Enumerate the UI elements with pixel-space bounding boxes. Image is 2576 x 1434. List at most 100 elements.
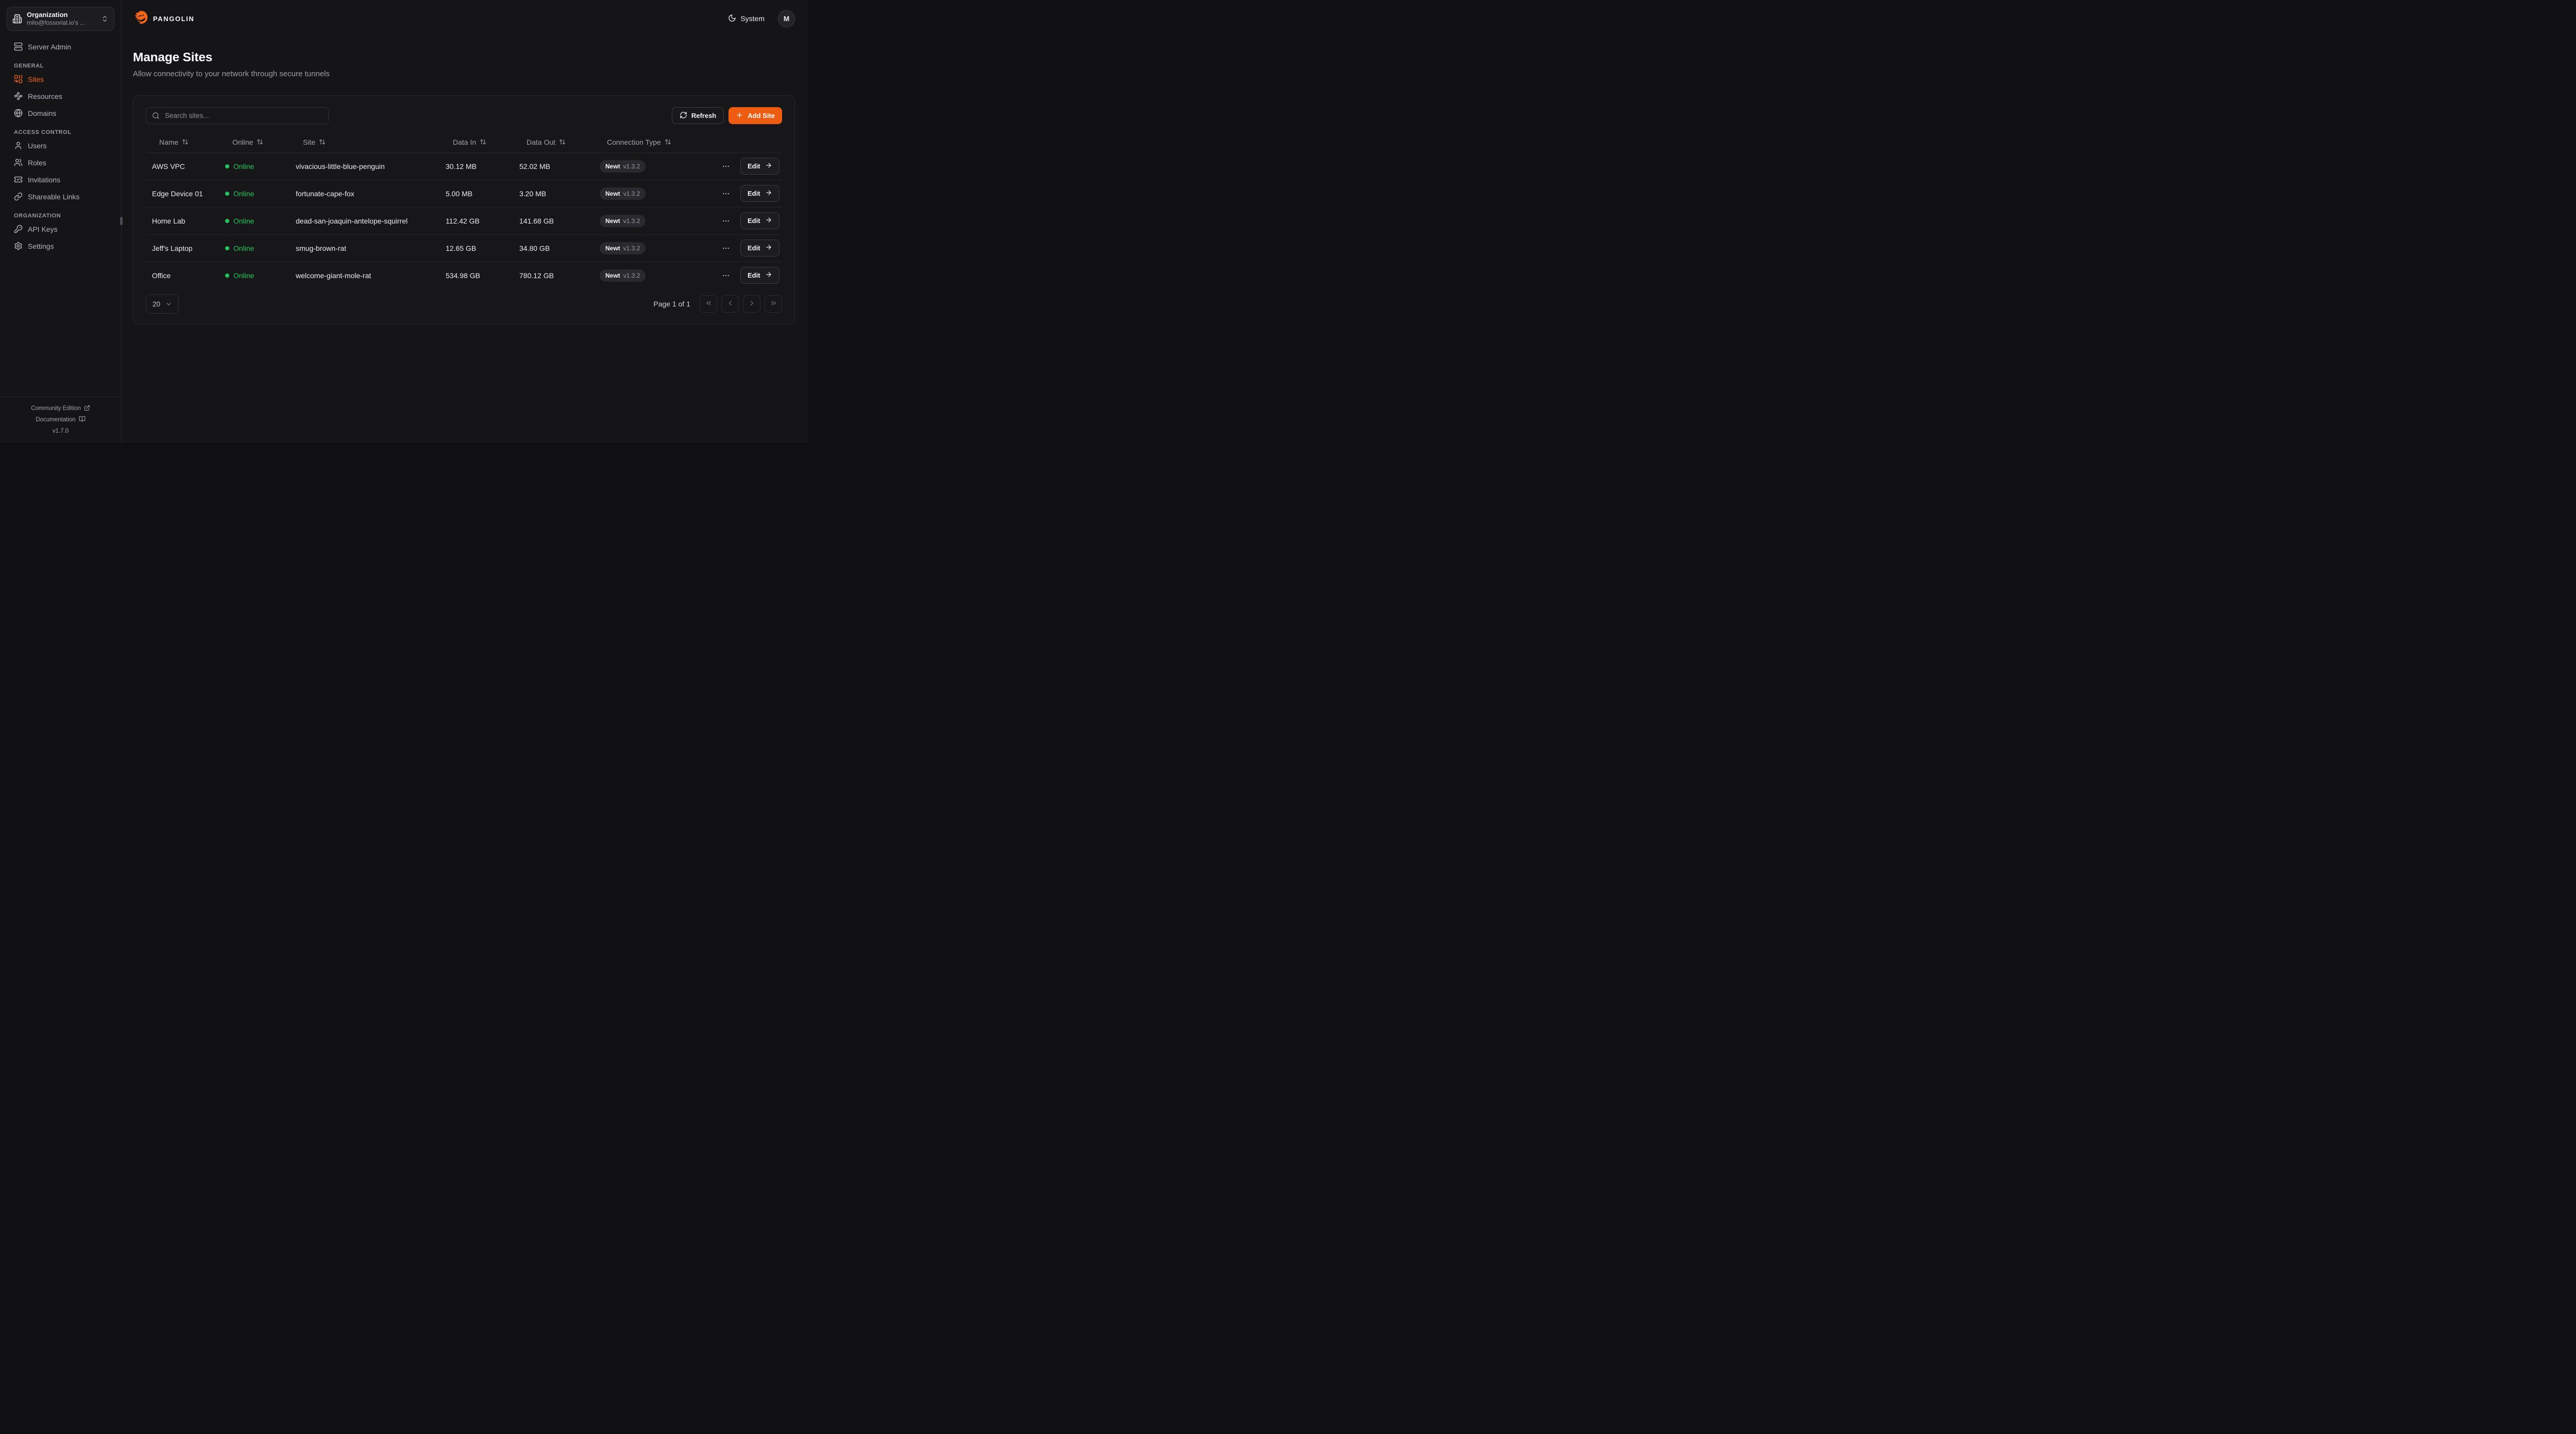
status-label: Online [233, 162, 255, 170]
sort-icon [559, 139, 566, 145]
edit-button[interactable]: Edit [740, 212, 779, 229]
column-header-online[interactable]: Online [232, 138, 263, 146]
last-page-button[interactable] [765, 295, 782, 313]
next-page-button[interactable] [743, 295, 760, 313]
arrow-right-icon [765, 162, 772, 170]
page-title: Manage Sites [133, 50, 213, 64]
status-label: Online [233, 217, 255, 225]
sidebar-item-roles[interactable]: Roles [7, 154, 114, 171]
site-slug-cell: vivacious-little-blue-penguin [290, 152, 439, 180]
connection-version: v1.3.2 [623, 217, 640, 225]
edit-label: Edit [748, 190, 760, 197]
connection-version: v1.3.2 [623, 162, 640, 170]
main-area: PANGOLIN System M Manage Sites Allow con… [122, 0, 808, 443]
status-badge: Online [225, 244, 254, 252]
sidebar-item-label: API Keys [28, 225, 58, 233]
sidebar-item-users[interactable]: Users [7, 137, 114, 154]
page-header: Manage Sites Allow connectivity to your … [133, 50, 795, 78]
sidebar-item-api-keys[interactable]: API Keys [7, 220, 114, 237]
app-window: Organization milo@fossorial.io's ... Ser… [0, 0, 808, 443]
documentation-link[interactable]: Documentation [0, 414, 121, 425]
edit-button[interactable]: Edit [740, 158, 779, 175]
sidebar-section-organization: ORGANIZATION [14, 213, 61, 219]
data-out-cell: 34.80 GB [513, 234, 594, 262]
sites-card: Refresh Add Site N [133, 95, 795, 325]
row-menu-button[interactable] [720, 215, 732, 227]
edit-label: Edit [748, 271, 760, 280]
user-icon [14, 141, 23, 150]
external-link-icon [84, 405, 90, 413]
pangolin-logo-icon [133, 10, 148, 28]
avatar[interactable]: M [778, 10, 795, 27]
sidebar-item-domains[interactable]: Domains [7, 105, 114, 122]
row-menu-button[interactable] [720, 188, 732, 199]
chevron-left-icon [726, 299, 734, 309]
table-row: Office Online welcome-giant-mole-rat 534… [146, 262, 782, 289]
sidebar-item-label: Settings [28, 242, 54, 250]
sidebar-nav: Server Admin GENERAL Sites Resources Dom [0, 31, 121, 254]
table-header: Name Online Site Data In Data Out Connec… [146, 132, 782, 153]
add-site-button[interactable]: Add Site [728, 107, 782, 124]
column-header-connection-type[interactable]: Connection Type [607, 138, 671, 146]
pager-buttons [700, 295, 782, 313]
chevron-right-icon [748, 299, 756, 309]
sidebar-item-settings[interactable]: Settings [7, 237, 114, 254]
refresh-label: Refresh [691, 112, 717, 120]
sidebar-item-invitations[interactable]: Invitations [7, 171, 114, 188]
row-menu-button[interactable] [720, 270, 732, 281]
sidebar: Organization milo@fossorial.io's ... Ser… [0, 0, 123, 443]
connection-type: Newt [605, 244, 620, 252]
connection-type: Newt [605, 217, 620, 225]
connection-version: v1.3.2 [623, 244, 640, 252]
table-row: AWS VPC Online vivacious-little-blue-pen… [146, 152, 782, 180]
sidebar-resize-handle[interactable] [120, 217, 123, 225]
connection-type-badge: Newt v1.3.2 [600, 269, 646, 282]
column-label: Site [303, 138, 316, 146]
page-size-select[interactable]: 20 [146, 294, 179, 314]
row-menu-button[interactable] [720, 161, 732, 172]
data-out-cell: 52.02 MB [513, 152, 594, 180]
org-selector-value: milo@fossorial.io's ... [27, 19, 86, 26]
row-menu-button[interactable] [720, 243, 732, 254]
documentation-label: Documentation [36, 417, 76, 423]
org-selector[interactable]: Organization milo@fossorial.io's ... [7, 7, 114, 31]
search-box [146, 107, 329, 124]
sidebar-item-sites[interactable]: Sites [7, 71, 114, 88]
ticket-check-icon [14, 175, 23, 184]
sort-icon [319, 139, 326, 145]
edit-label: Edit [748, 217, 760, 225]
site-slug-cell: smug-brown-rat [290, 234, 439, 262]
previous-page-button[interactable] [721, 295, 739, 313]
column-header-data-in[interactable]: Data In [453, 138, 486, 146]
search-input[interactable] [164, 111, 323, 120]
sidebar-item-server-admin[interactable]: Server Admin [7, 38, 114, 55]
status-label: Online [233, 271, 255, 280]
add-site-label: Add Site [748, 112, 775, 120]
site-name-cell: Jeff's Laptop [146, 234, 219, 262]
column-header-data-out[interactable]: Data Out [527, 138, 566, 146]
sidebar-item-label: Invitations [28, 175, 61, 184]
data-in-cell: 534.98 GB [446, 271, 480, 280]
edit-button[interactable]: Edit [740, 267, 779, 284]
community-edition-link[interactable]: Community Edition [0, 403, 121, 414]
sidebar-item-resources[interactable]: Resources [7, 88, 114, 105]
edit-button[interactable]: Edit [740, 185, 779, 202]
org-selector-text: Organization milo@fossorial.io's ... [27, 11, 96, 27]
refresh-icon [680, 111, 687, 121]
sort-icon [257, 139, 263, 145]
combine-icon [14, 75, 23, 83]
column-header-site[interactable]: Site [303, 138, 326, 146]
theme-toggle-button[interactable]: System [725, 13, 768, 24]
plus-icon [736, 111, 743, 121]
pager-right: Page 1 of 1 [653, 295, 782, 313]
column-label: Data In [453, 138, 477, 146]
edit-button[interactable]: Edit [740, 240, 779, 257]
site-name-cell: Edge Device 01 [146, 180, 219, 208]
first-page-button[interactable] [700, 295, 717, 313]
site-slug-cell: welcome-giant-mole-rat [296, 271, 371, 280]
refresh-button[interactable]: Refresh [671, 107, 724, 124]
sidebar-item-shareable-links[interactable]: Shareable Links [7, 188, 114, 205]
data-in-cell: 5.00 MB [439, 180, 513, 208]
column-header-name[interactable]: Name [159, 138, 189, 146]
sidebar-item-label: Domains [28, 109, 57, 117]
